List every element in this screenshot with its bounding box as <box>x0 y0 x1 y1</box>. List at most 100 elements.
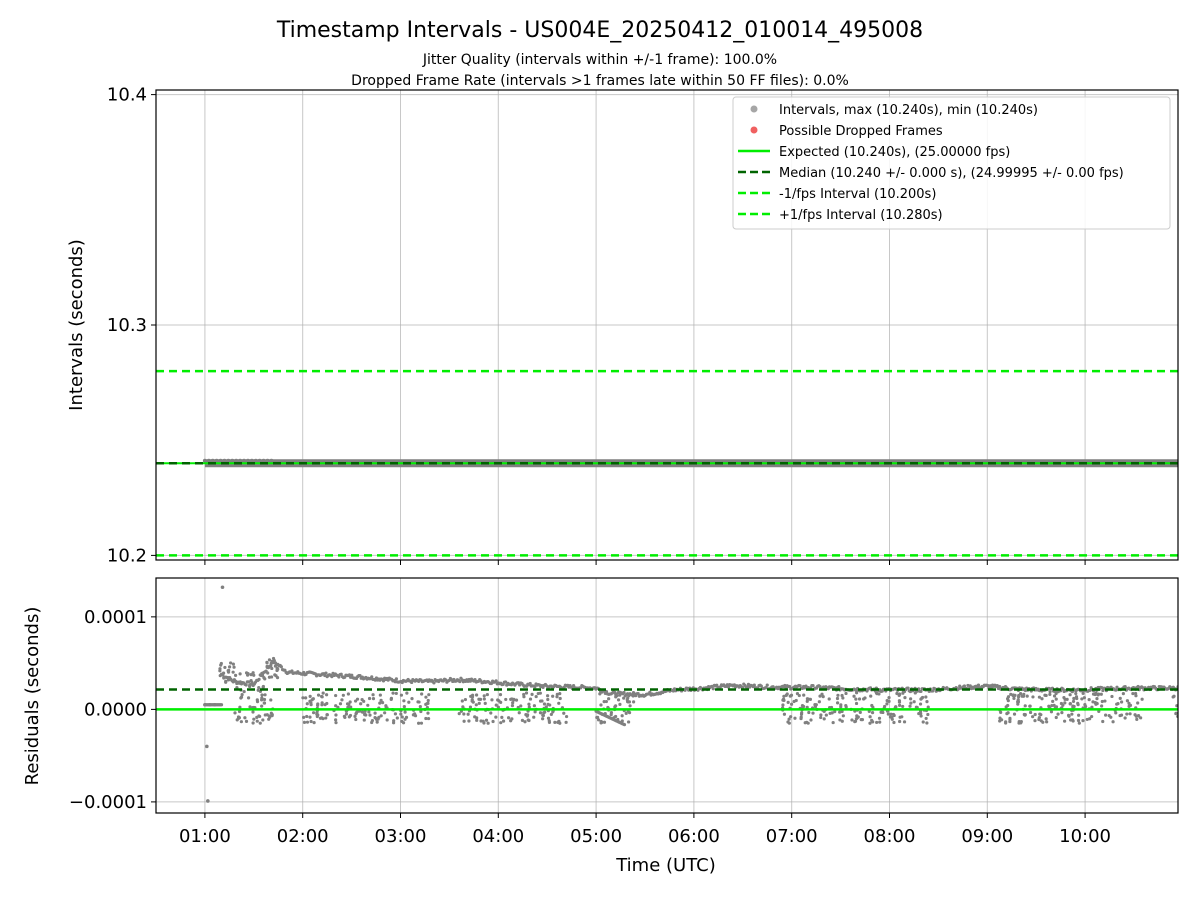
residual-point <box>246 696 251 700</box>
residual-point <box>1128 712 1132 716</box>
residual-point <box>538 699 543 703</box>
residual-point <box>1099 692 1103 696</box>
residual-point <box>304 696 308 700</box>
residual-point <box>1090 714 1094 719</box>
residual-point <box>1118 696 1122 701</box>
residual-point <box>523 720 527 724</box>
residual-point <box>1125 712 1129 716</box>
residual-point <box>920 696 924 700</box>
residual-point <box>549 712 553 717</box>
residual-point <box>614 714 618 719</box>
residual-point <box>892 720 896 725</box>
residual-point <box>807 710 811 715</box>
chart-title: Timestamp Intervals - US004E_20250412_01… <box>276 18 923 43</box>
residual-point <box>494 715 498 719</box>
residual-point <box>420 692 424 696</box>
residual-point <box>394 691 398 696</box>
residuals-plot-area <box>156 585 1178 803</box>
residual-point <box>1076 718 1081 723</box>
residual-point <box>835 696 840 701</box>
residual-point <box>542 702 547 706</box>
residual-point <box>239 695 244 699</box>
residual-point <box>1071 699 1076 704</box>
residual-point <box>270 666 274 671</box>
residual-point <box>474 703 478 707</box>
interval-point <box>245 458 250 463</box>
residual-point <box>546 694 550 698</box>
residual-point <box>618 693 622 697</box>
residual-point <box>305 720 310 724</box>
residual-point <box>860 718 865 722</box>
residual-point <box>1012 696 1016 700</box>
residual-point <box>251 710 255 714</box>
residual-point <box>1060 710 1064 715</box>
residual-point <box>460 699 464 703</box>
residual-point <box>275 666 279 671</box>
residual-point <box>877 716 882 720</box>
residual-point <box>224 679 228 683</box>
residual-point <box>809 718 813 722</box>
residual-point <box>625 698 629 702</box>
residual-point <box>308 715 312 719</box>
residual-point <box>840 719 844 723</box>
residual-point <box>564 720 568 724</box>
residual-point <box>917 711 921 716</box>
residual-point <box>925 700 929 704</box>
residual-point <box>745 685 749 689</box>
residual-outlier-point <box>212 702 217 707</box>
residual-point <box>1059 701 1063 706</box>
residual-point <box>519 704 523 708</box>
residual-point <box>818 694 822 698</box>
x-tick-label: 10:00 <box>1059 826 1111 847</box>
residual-point <box>258 714 262 719</box>
residual-point <box>354 717 358 722</box>
residual-point <box>311 711 316 715</box>
residual-point <box>231 662 235 666</box>
residual-point <box>998 719 1002 723</box>
residual-point <box>219 663 223 667</box>
residual-point <box>233 711 237 715</box>
residual-point <box>924 695 928 699</box>
residual-point <box>838 718 842 722</box>
x-tick-label: 02:00 <box>277 826 329 847</box>
residual-point <box>363 713 367 717</box>
residual-point <box>824 713 828 717</box>
residual-point <box>1052 703 1056 707</box>
residual-point <box>318 716 323 720</box>
residual-point <box>624 711 628 716</box>
residual-point <box>1025 694 1029 698</box>
residual-point <box>1071 719 1075 723</box>
residual-point <box>371 697 376 701</box>
residual-point <box>781 703 785 707</box>
residual-point <box>226 676 230 680</box>
residual-point <box>232 665 236 669</box>
residual-point <box>265 664 269 669</box>
residual-point <box>782 698 786 703</box>
residual-point <box>541 717 545 721</box>
chart-subtitle-dropped: Dropped Frame Rate (intervals >1 frames … <box>351 73 849 89</box>
residual-point <box>290 669 294 673</box>
residual-point <box>482 694 486 698</box>
residual-point <box>269 711 273 715</box>
residual-point <box>475 718 479 722</box>
residual-point <box>599 703 603 707</box>
residual-point <box>233 673 238 678</box>
interval-point <box>222 458 227 463</box>
x-tick-label: 04:00 <box>472 826 524 847</box>
residual-point <box>793 716 797 720</box>
residual-point <box>334 713 338 717</box>
residual-point <box>305 702 309 706</box>
residual-point <box>870 703 874 708</box>
residual-point <box>334 721 338 725</box>
residual-point <box>323 703 327 707</box>
residual-point <box>1020 694 1024 698</box>
residual-point <box>255 698 259 702</box>
residual-point <box>262 697 267 702</box>
interval-point <box>202 458 207 463</box>
residual-point <box>786 700 790 704</box>
residual-point <box>1096 692 1101 696</box>
residual-point <box>375 720 379 724</box>
residual-point <box>222 676 226 680</box>
residual-point <box>249 673 253 677</box>
